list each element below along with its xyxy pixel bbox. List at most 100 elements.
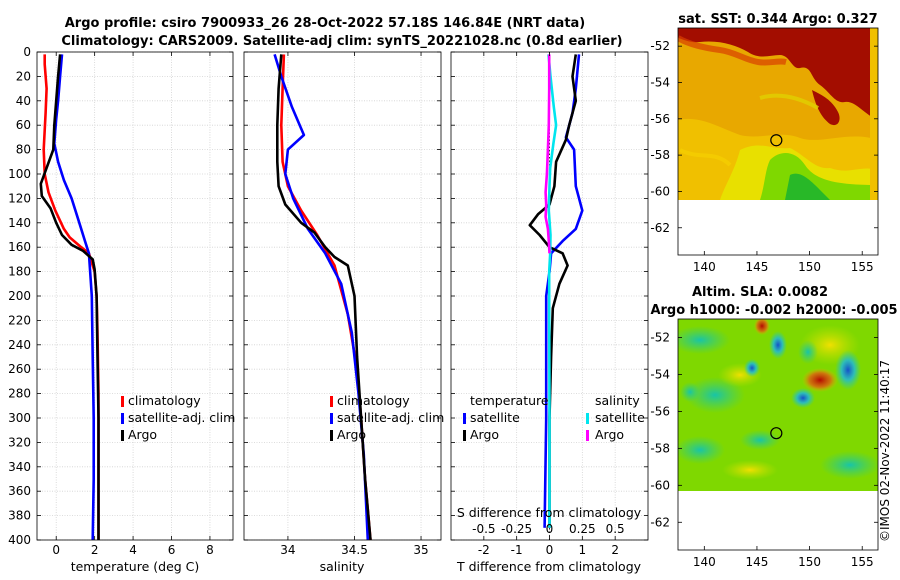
- legend-label-climatology: climatology: [128, 393, 201, 408]
- map-x-tick-label: 155: [851, 555, 874, 569]
- map-x-tick-label: 145: [745, 555, 768, 569]
- map-y-tick-label: -54: [650, 367, 670, 381]
- s-difference-tick-labels: -0.5 -0.25 0 0.25 0.5: [472, 522, 625, 536]
- sst-map-title: sat. SST: 0.344 Argo: 0.327: [678, 12, 877, 27]
- map-y-tick-label: -56: [650, 404, 670, 418]
- sla-map-subtitle: Argo h1000: -0.002 h2000: -0.005: [650, 303, 897, 318]
- series-salinity-argo: [544, 54, 551, 254]
- map-y-tick-label: -56: [650, 112, 670, 126]
- x-tick-label: 35: [413, 543, 428, 557]
- depth-tick-label: 220: [8, 313, 31, 327]
- x-tick-label: 1: [579, 543, 587, 557]
- legend-swatch-satellite: [121, 413, 124, 424]
- depth-tick-label: 120: [8, 191, 31, 205]
- legend-title-salinity: salinity: [595, 393, 640, 408]
- temperature-xlabel: temperature (deg C): [71, 559, 200, 574]
- main-title-line2: Climatology: CARS2009. Satellite-adj cli…: [61, 34, 622, 49]
- series-temperature-argo: [528, 54, 578, 528]
- legend-swatch-sal-argo: [586, 430, 589, 441]
- depth-tick-label: 380: [8, 509, 31, 523]
- series-argo: [39, 54, 100, 540]
- difference-legend: temperature satellite Argo salinity sate…: [463, 393, 645, 442]
- depth-tick-label: 280: [8, 387, 31, 401]
- temperature-profile-panel: 0 2 4 6 8: [36, 51, 234, 557]
- legend-label-climatology: climatology: [337, 393, 410, 408]
- temperature-legend: climatology satellite-adj. clim Argo: [121, 393, 235, 442]
- series-group: [273, 54, 372, 540]
- map-y-tick-label: -52: [650, 330, 670, 344]
- salinity-profile-panel: 34 34.5 35: [243, 51, 442, 557]
- depth-tick-label: 140: [8, 216, 31, 230]
- map-x-tick-label: 140: [693, 260, 716, 274]
- x-tick-label: 4: [129, 543, 137, 557]
- map-x-tick-label: 140: [693, 555, 716, 569]
- legend-swatch-climatology: [330, 396, 333, 407]
- series-argo: [275, 54, 372, 540]
- depth-tick-label: 180: [8, 265, 31, 279]
- series-group: [39, 54, 100, 540]
- s-diff-tick-label: -0.25: [501, 522, 532, 536]
- main-title-line1: Argo profile: csiro 7900933_26 28-Oct-20…: [65, 16, 586, 31]
- x-tick-label: 8: [206, 543, 214, 557]
- legend-swatch-temp-argo: [463, 430, 466, 441]
- legend-swatch-sal-satellite: [586, 413, 589, 424]
- depth-tick-labels: 0 20 40 60 80 100 120 140 160 180 200 220 240 260 280 3…: [8, 45, 31, 547]
- x-tick-label: 2: [611, 543, 619, 557]
- depth-tick-label: 60: [16, 118, 31, 132]
- map-y-tick-label: -52: [650, 39, 670, 53]
- legend-label-satellite: satellite-adj. clim: [128, 410, 235, 425]
- depth-tick-label: 240: [8, 338, 31, 352]
- depth-tick-label: 360: [8, 484, 31, 498]
- depth-tick-label: 100: [8, 167, 31, 181]
- s-diff-tick-label: 0.5: [606, 522, 625, 536]
- series-salinity-satellite: [547, 54, 558, 528]
- depth-tick-label: 40: [16, 94, 31, 108]
- map-y-tick-label: -62: [650, 221, 670, 235]
- depth-tick-label: 340: [8, 460, 31, 474]
- map-y-tick-label: -60: [650, 184, 670, 198]
- map-x-tick-label: 150: [798, 555, 821, 569]
- map-y-tick-label: -58: [650, 441, 670, 455]
- s-diff-tick-label: 0.25: [569, 522, 596, 536]
- sst-argo-marker: [770, 134, 783, 147]
- s-diff-tick-label: -0.5: [472, 522, 495, 536]
- legend-label-argo: Argo: [128, 427, 157, 442]
- sst-map: 140 145 150 155 -52 -54 -56 -58 -60 -62: [650, 27, 879, 274]
- sla-ticks: 140 145 150 155 -52 -54 -56 -58 -60 -62: [650, 330, 878, 569]
- x-tick-label: 0: [546, 543, 554, 557]
- depth-tick-label: 0: [23, 45, 31, 59]
- map-x-tick-label: 150: [798, 260, 821, 274]
- x-tick-label: -1: [511, 543, 523, 557]
- map-y-tick-label: -54: [650, 75, 670, 89]
- legend-label-satellite: satellite-adj. clim: [337, 410, 444, 425]
- depth-tick-label: 320: [8, 435, 31, 449]
- salinity-legend: climatology satellite-adj. clim Argo: [330, 393, 444, 442]
- legend-swatch-satellite: [330, 413, 333, 424]
- watermark: ©IMOS 02-Nov-2022 11:40:17: [878, 360, 892, 542]
- map-y-tick-label: -62: [650, 515, 670, 529]
- map-y-tick-label: -58: [650, 148, 670, 162]
- depth-tick-label: 300: [8, 411, 31, 425]
- depth-tick-label: 80: [16, 143, 31, 157]
- sst-field: [678, 28, 878, 200]
- x-tick-label: 0: [52, 543, 60, 557]
- legend-label-sal-satellite: satellite: [595, 410, 645, 425]
- map-y-tick-label: -60: [650, 478, 670, 492]
- s-difference-label: S difference from climatology: [457, 505, 642, 520]
- x-tick-label: 34.5: [341, 543, 368, 557]
- legend-swatch-argo: [330, 430, 333, 441]
- sla-argo-marker: [770, 427, 783, 440]
- salinity-xlabel: salinity: [320, 559, 365, 574]
- map-x-tick-label: 155: [851, 260, 874, 274]
- x-tick-label: 2: [91, 543, 99, 557]
- series-satellite-adj-clim: [273, 54, 370, 540]
- depth-tick-label: 400: [8, 533, 31, 547]
- x-tick-label: 34: [280, 543, 295, 557]
- legend-label-temp-satellite: satellite: [470, 410, 520, 425]
- depth-tick-label: 200: [8, 289, 31, 303]
- t-difference-xlabel: T difference from climatology: [456, 559, 642, 574]
- map-x-tick-label: 145: [745, 260, 768, 274]
- depth-tick-label: 160: [8, 240, 31, 254]
- s-diff-tick-label: 0: [546, 522, 554, 536]
